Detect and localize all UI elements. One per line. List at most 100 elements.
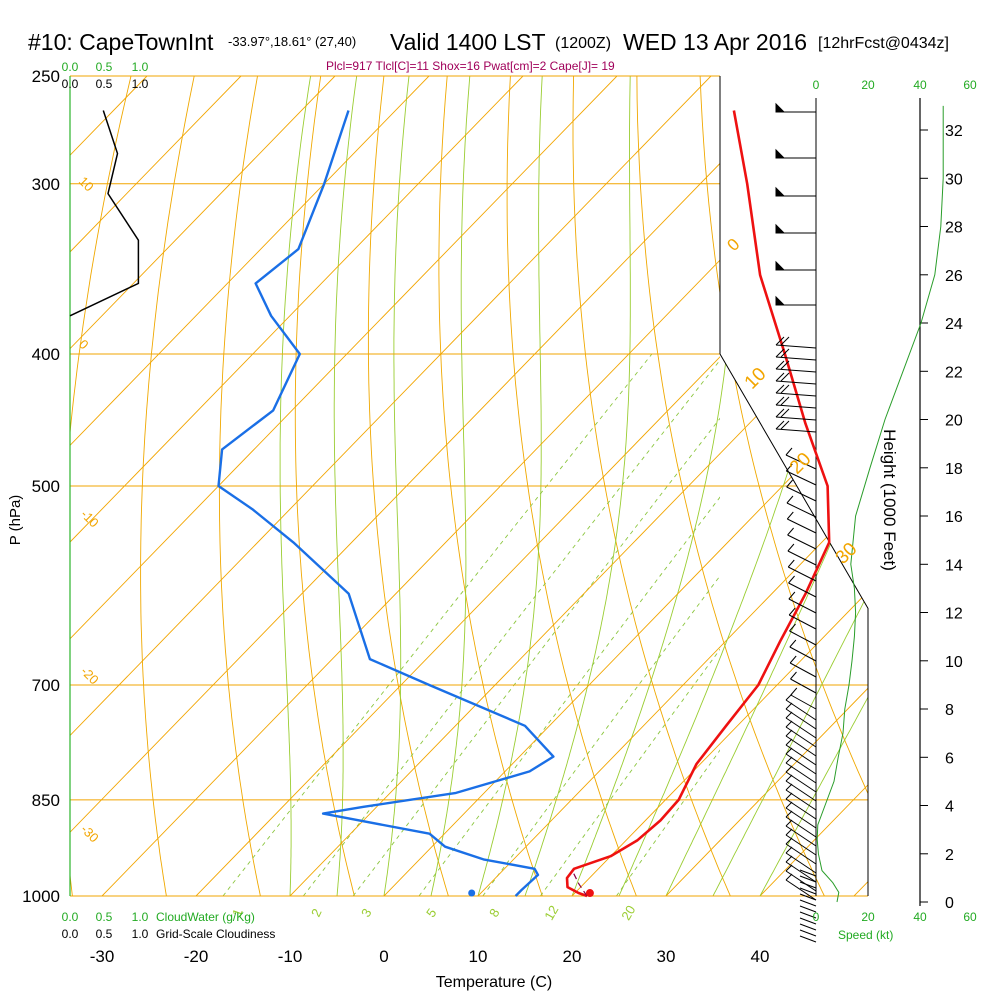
isotherm-line <box>70 76 430 447</box>
wind-barb-pennant <box>775 148 786 159</box>
isotherm-line <box>571 743 720 896</box>
wind-barb-staff <box>785 879 817 901</box>
cloudwater-scale-top: 0.0 <box>62 60 79 74</box>
moist-adiabat-line <box>279 76 312 896</box>
dry-adiabat-line <box>506 76 637 896</box>
height-axis-label: Height (1000 Feet) <box>880 429 899 571</box>
wind-barb-staff <box>775 416 817 421</box>
pressure-tick-label: 300 <box>32 175 60 194</box>
surface-temperature-marker <box>585 889 594 898</box>
cloudiness-scale-bottom: 1.0 <box>132 927 149 941</box>
background-lines <box>70 52 1000 897</box>
wind-barb-feather <box>789 655 797 664</box>
wind-barb-feather <box>785 774 793 782</box>
wind-barb-feather <box>785 711 793 719</box>
height-tick-label: 12 <box>945 606 963 623</box>
surface-dewpoint-marker <box>468 889 476 897</box>
x-axis-label: Temperature (C) <box>436 974 552 991</box>
wind-barb-staff <box>788 582 817 598</box>
parcel-line <box>572 871 588 897</box>
valid-date: WED 13 Apr 2016 <box>623 29 807 55</box>
height-tick-label: 18 <box>945 461 963 478</box>
wind-barb-staff <box>785 699 817 721</box>
moist-adiabat-line-ext <box>720 354 866 896</box>
mixing-ratio-label: 12 <box>541 903 561 923</box>
wind-barb-feather <box>785 819 793 827</box>
wind-barb-pennant <box>775 295 786 306</box>
wind-barb-feather <box>786 511 794 520</box>
wind-barb-staff <box>799 887 817 895</box>
mixing-ratio-label: 20 <box>618 903 638 923</box>
frame-diagonal <box>719 353 869 896</box>
moist-adiabat-line <box>524 76 631 896</box>
dewpoint-profile-line <box>217 110 555 897</box>
profiles <box>69 102 944 943</box>
height-tick-label: 24 <box>945 316 963 333</box>
wind-barb-feather <box>786 479 794 488</box>
pressure-tick-label: 700 <box>32 676 60 695</box>
wind-barb-staff <box>785 454 817 470</box>
dry-adiabat-line <box>140 76 195 896</box>
wind-barb-feather <box>785 846 793 854</box>
speed-scale-top: 40 <box>913 78 927 92</box>
isotherm-line <box>477 646 720 896</box>
dry-adiabat-line <box>218 76 261 896</box>
isotherm-line-ext <box>948 76 1000 896</box>
wind-barb-feather <box>775 360 785 370</box>
isotherm-label: -10 <box>78 507 102 531</box>
wind-barb-feather <box>780 384 790 394</box>
isotherm-label: 10 <box>76 174 97 195</box>
wind-barb-feather <box>785 447 793 456</box>
wind-barb-staff <box>785 834 817 856</box>
cloudwater-scale-bottom: 0.5 <box>96 910 113 924</box>
isotherm-line <box>383 549 720 896</box>
wind-barb-staff <box>788 566 817 582</box>
wind-barb-staff <box>775 344 817 349</box>
isotherm-line <box>70 76 336 350</box>
wind-barb-feather <box>787 543 795 552</box>
wind-barb-feather <box>785 765 793 773</box>
height-tick-label: 4 <box>945 799 954 816</box>
wind-barb-feather <box>785 792 793 800</box>
speed-scale-bottom: 40 <box>913 910 927 924</box>
valid-time: Valid 1400 LST <box>390 29 546 55</box>
wind-barb-feather <box>775 348 785 358</box>
cloudwater-scale-bottom: 0.0 <box>62 910 79 924</box>
wind-barb-pennant <box>775 223 786 234</box>
wind-barb-staff <box>789 662 817 678</box>
wind-barb-staff <box>787 534 817 550</box>
mixing-ratio-label: 8 <box>486 906 503 920</box>
mixing-ratio-line <box>482 575 720 896</box>
temperature-tick-label: 10 <box>469 947 488 966</box>
wind-barb-feather <box>780 336 790 346</box>
wind-barb-staff <box>788 614 817 630</box>
dry-adiabat-line-ext <box>511 324 636 896</box>
wind-barb-staff <box>786 486 817 502</box>
temperature-tick-label: -30 <box>90 947 115 966</box>
pressure-tick-label: 500 <box>32 477 60 496</box>
height-tick-label: 32 <box>945 123 963 140</box>
zulu-time: (1200Z) <box>555 35 611 52</box>
wind-barb-feather <box>785 810 793 818</box>
isotherm-label: -30 <box>78 822 102 846</box>
moist-adiabat-line <box>665 782 720 896</box>
wind-barb-pennant <box>775 260 786 271</box>
isotherm-line-ext <box>720 354 868 896</box>
wind-barb-feather <box>785 837 793 845</box>
pressure-tick-label: 1000 <box>22 887 60 906</box>
dry-adiabat-line <box>824 52 1000 896</box>
isotherm-label-right: 30 <box>832 539 862 569</box>
moist-adiabat-line <box>383 76 410 896</box>
wind-barb-staff <box>799 917 817 925</box>
station-title: #10: CapeTownInt <box>28 29 214 55</box>
height-tick-label: 14 <box>945 557 963 574</box>
moist-adiabat-line <box>571 400 720 896</box>
cloudiness-scale-top: 0.5 <box>96 77 113 91</box>
temperature-tick-label: 30 <box>657 947 676 966</box>
cloudiness-scale-bottom: 0.5 <box>96 927 113 941</box>
isotherm-label: 0 <box>76 337 92 353</box>
wind-barb-feather <box>785 873 793 881</box>
wind-barb-feather <box>785 702 793 710</box>
speed-scale-bottom: 20 <box>861 910 875 924</box>
wind-barb-staff <box>787 518 817 534</box>
